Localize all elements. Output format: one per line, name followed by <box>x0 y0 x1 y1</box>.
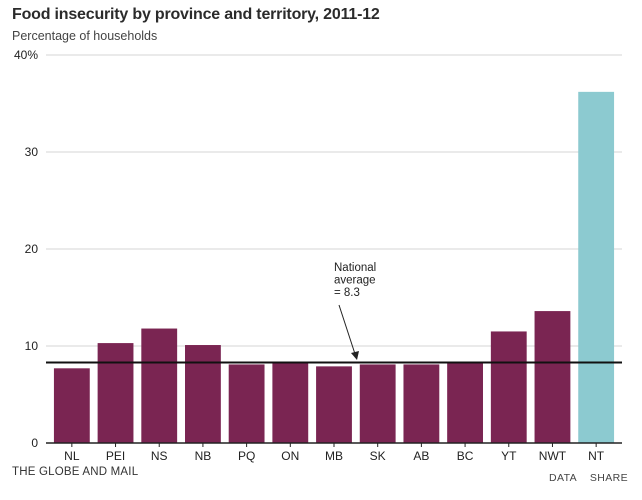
bar-ab <box>403 364 440 443</box>
x-tick-label: SK <box>370 449 386 463</box>
footer-actions: DATA SHARE <box>539 472 628 484</box>
x-tick-label: ON <box>281 449 299 463</box>
x-tick-label: BC <box>457 449 474 463</box>
x-tick-label: NT <box>588 449 605 463</box>
bar-mb <box>316 366 352 443</box>
source-credit: THE GLOBE AND MAIL <box>12 466 139 478</box>
annotation-arrow-line <box>338 304 357 358</box>
share-link[interactable]: SHARE <box>589 472 628 484</box>
x-tick-label: AB <box>413 449 429 463</box>
bar-nl <box>53 368 90 443</box>
y-tick-label: 10 <box>25 339 39 353</box>
y-tick-label: 40% <box>14 48 38 62</box>
bar-yt <box>490 331 527 443</box>
bar-on <box>272 363 309 443</box>
national-average-label: National <box>334 262 376 274</box>
bar-ns <box>141 328 178 443</box>
data-link[interactable]: DATA <box>549 472 577 484</box>
x-tick-label: MB <box>325 449 343 463</box>
y-tick-label: 20 <box>25 242 39 256</box>
x-tick-label: YT <box>501 449 517 463</box>
bar-pei <box>97 343 134 443</box>
x-tick-label: NB <box>195 449 212 463</box>
bar-sk <box>359 364 396 443</box>
bar-nb <box>185 345 221 443</box>
bar-nwt <box>534 311 571 443</box>
bar-bc <box>447 362 483 443</box>
chart-subtitle: Percentage of households <box>12 29 158 43</box>
y-tick-label: 0 <box>31 436 38 450</box>
x-tick-label: PQ <box>238 449 255 463</box>
bar-pq <box>228 364 265 443</box>
bar-nt <box>578 91 615 444</box>
y-tick-label: 30 <box>25 145 39 159</box>
x-tick-label: NWT <box>539 449 567 463</box>
x-tick-label: NL <box>64 449 80 463</box>
national-average-label: average <box>334 275 376 287</box>
national-average-label: = 8.3 <box>334 287 360 299</box>
chart-title: Food insecurity by province and territor… <box>12 6 380 23</box>
annotation-arrow-head <box>351 351 359 360</box>
x-tick-label: PEI <box>106 449 125 463</box>
x-tick-label: NS <box>151 449 168 463</box>
